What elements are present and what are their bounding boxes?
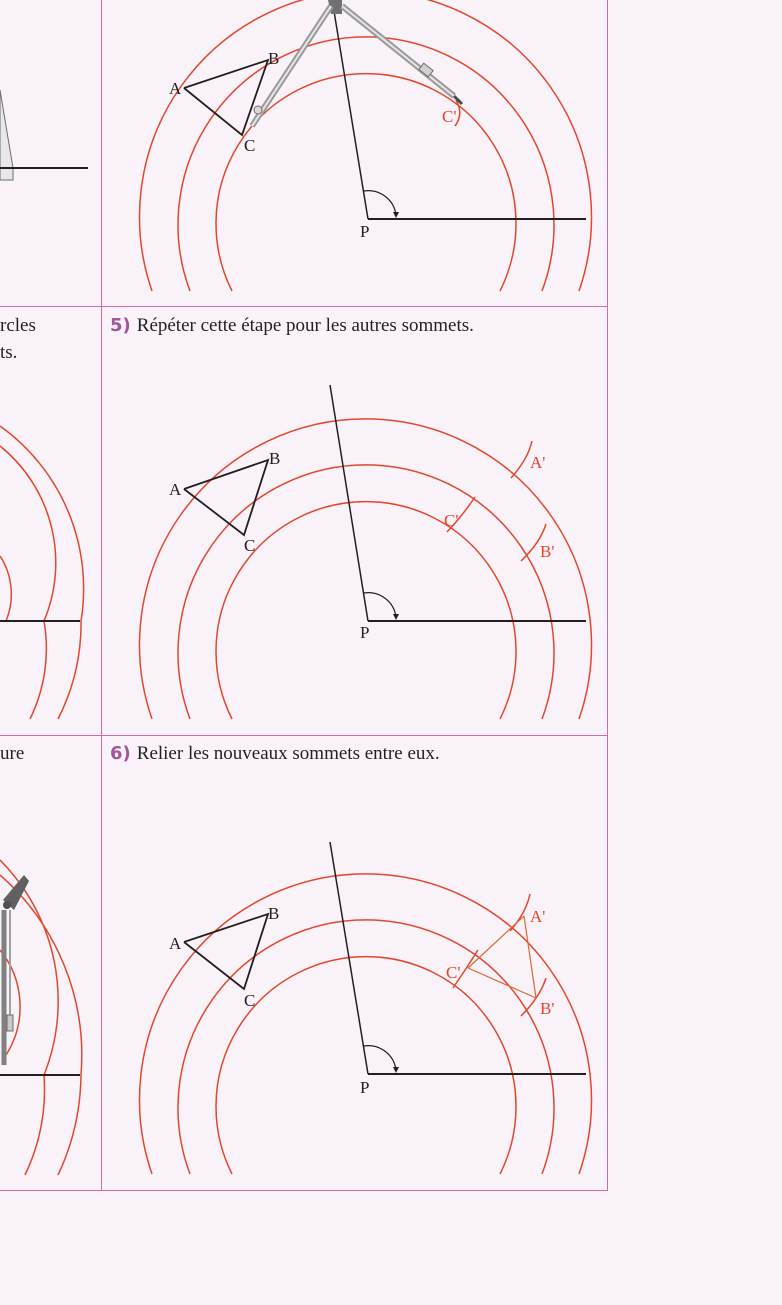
cell-border-vertical-right [607, 0, 608, 1191]
label-p: P [360, 623, 369, 642]
label-b-prime: B' [540, 542, 554, 561]
step-text: Répéter cette étape pour les autres somm… [136, 315, 474, 336]
label-c-prime: C' [444, 511, 458, 530]
cell-border-vertical-left [101, 0, 102, 1191]
cell-border-row-2 [0, 735, 608, 736]
label-c: C [244, 536, 255, 555]
label-a: A [169, 934, 182, 953]
label-c: C [244, 136, 255, 155]
label-p: P [360, 1078, 369, 1097]
label-c-prime: C' [446, 963, 460, 982]
left-figure-row3 [0, 859, 83, 1176]
step-number: 5) [110, 315, 131, 336]
cell-border-row-3 [0, 1190, 608, 1191]
label-a: A [169, 480, 182, 499]
left-text-fragment: ts. [0, 342, 18, 363]
step-5-instruction: 5) Répéter cette étape pour les autres so… [110, 315, 474, 337]
step-6-instruction: 6) Relier les nouveaux sommets entre eux. [110, 743, 440, 765]
label-b-prime: B' [540, 999, 554, 1018]
left-figure-row2 [0, 425, 85, 720]
left-text-fragment: ure [0, 743, 25, 764]
construction-figure-step6: A B C P A' C' B' [138, 841, 593, 1175]
label-p: P [360, 222, 369, 241]
left-figure-row1 [0, 89, 88, 181]
label-c-prime: C' [442, 107, 456, 126]
step-text: Relier les nouveaux sommets entre eux. [136, 743, 440, 764]
label-a-prime: A' [530, 453, 545, 472]
label-b: B [269, 449, 280, 468]
label-c: C [244, 991, 255, 1010]
construction-figure-step5: A B C P A' C' B' [138, 384, 593, 720]
step-number: 6) [110, 743, 131, 764]
label-b: B [268, 49, 279, 68]
cell-border-row-1 [0, 306, 608, 307]
construction-figure-step4: A B C P C' [138, 0, 593, 292]
label-a: A [169, 79, 182, 98]
label-a-prime: A' [530, 907, 545, 926]
label-b: B [268, 904, 279, 923]
left-text-fragment: rcles [0, 315, 36, 336]
